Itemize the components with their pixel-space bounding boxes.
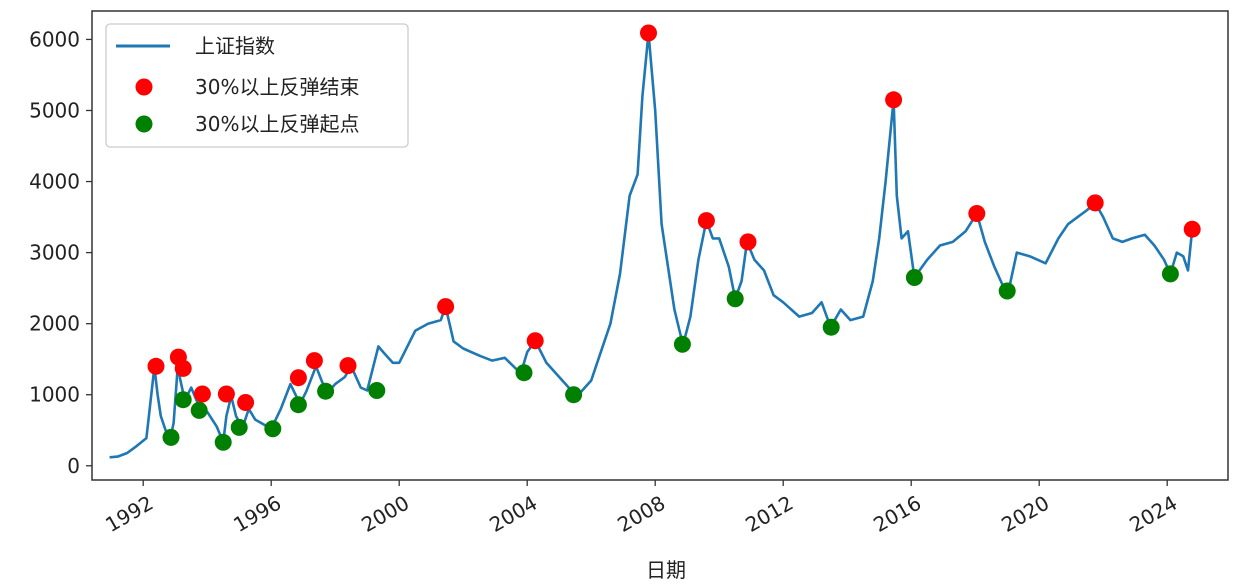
rebound-end-point	[968, 205, 986, 222]
rebound-end-point	[305, 352, 323, 370]
y-tick-label: 4000	[29, 170, 80, 194]
rebound-start-point	[317, 382, 335, 400]
x-tick-label: 2012	[741, 491, 797, 537]
rebound-start-point	[673, 335, 691, 353]
rebound-start-point	[726, 290, 744, 308]
rebound-end-point	[526, 332, 544, 350]
legend: 上证指数 30%以上反弹结束 30%以上反弹起点	[105, 23, 409, 148]
legend-label-index: 上证指数	[195, 34, 275, 58]
y-tick-label: 1000	[29, 383, 80, 407]
rebound-start-point	[162, 428, 180, 446]
rebound-end-point	[1183, 220, 1201, 238]
rebound-start-point	[998, 282, 1016, 300]
legend-marker-start	[135, 115, 153, 133]
legend-label-end: 30%以上反弹结束	[195, 75, 359, 99]
rebound-end-point	[885, 91, 903, 109]
legend-marker-end	[135, 78, 153, 96]
y-tick-label: 6000	[29, 27, 80, 51]
y-tick-label: 3000	[29, 241, 80, 265]
y-tick-label: 5000	[29, 98, 80, 122]
rebound-end-point	[1086, 194, 1104, 212]
rebound-start-point	[289, 396, 307, 414]
x-tick-label: 1996	[229, 491, 285, 537]
rebound-end-point	[174, 359, 192, 377]
x-tick-label: 1992	[101, 491, 157, 537]
rebound-start-point	[1161, 265, 1179, 283]
x-tick-label: 2016	[869, 491, 925, 537]
rebound-start-point	[905, 269, 923, 286]
x-tick-label: 2024	[1125, 491, 1181, 537]
x-tick-label: 2008	[613, 491, 669, 537]
rebound-start-point	[190, 401, 208, 419]
rebound-end-point	[217, 385, 235, 403]
rebound-start-point	[264, 420, 282, 438]
rebound-end-point	[739, 233, 757, 251]
x-tick-label: 2004	[485, 491, 541, 537]
rebound-end-point	[289, 369, 307, 387]
x-tick-label: 2000	[357, 491, 413, 537]
rebound-start-point	[214, 433, 232, 451]
rebound-start-point	[230, 418, 248, 436]
rebound-end-point	[237, 394, 255, 411]
rebound-start-point	[174, 391, 192, 409]
plot-frame	[91, 10, 1229, 481]
legend-frame	[105, 23, 409, 148]
y-tick-label: 2000	[29, 312, 80, 336]
rebound-end-point	[147, 357, 165, 375]
rebound-end-point	[640, 24, 657, 42]
rebound-start-point	[565, 386, 583, 404]
rebound-end-point	[697, 212, 715, 230]
x-tick-label: 2020	[997, 491, 1053, 537]
y-tick-label: 0	[67, 454, 80, 478]
x-axis-label: 日期	[646, 558, 686, 582]
rebound-end-point	[437, 298, 455, 316]
rebound-start-point	[822, 318, 840, 336]
legend-label-start: 30%以上反弹起点	[195, 112, 359, 136]
rebound-start-point	[368, 382, 386, 399]
rebound-start-point	[515, 364, 533, 382]
plot-area	[109, 24, 1201, 459]
rebound-end-point	[339, 357, 357, 375]
rebound-end-point	[193, 385, 211, 403]
